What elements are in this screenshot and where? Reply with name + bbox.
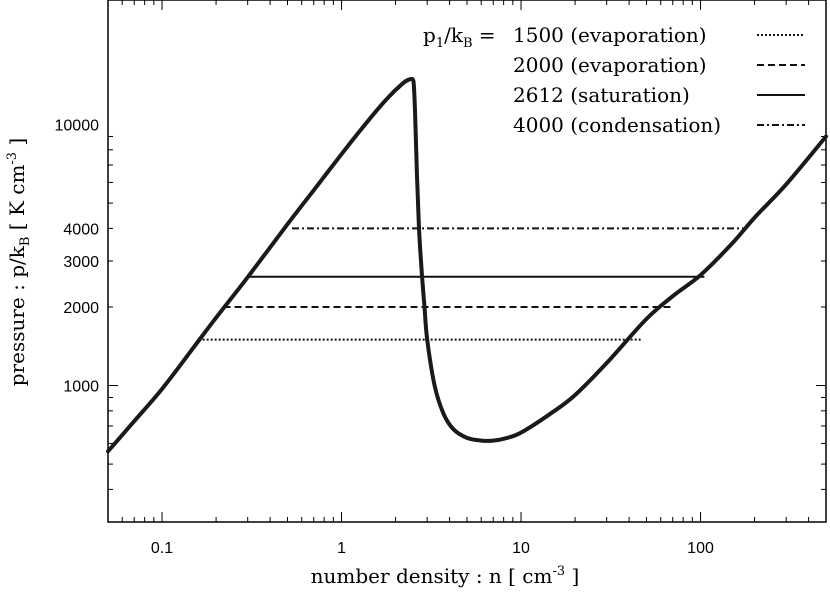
- y-tick-label: 4000: [63, 221, 99, 238]
- legend-entries: 1500 (evaporation) 2000 (evaporation) 2612…: [513, 23, 805, 137]
- x-axis-title: number density : n [ cm-3 ]: [311, 564, 580, 588]
- y-tick-label: 2000: [63, 300, 99, 317]
- y-tick-label: 10000: [55, 118, 100, 135]
- x-tick-label: 100: [687, 540, 714, 557]
- legend-entry-label: 2000 (evaporation): [513, 53, 707, 77]
- x-tick-label: 1: [337, 540, 346, 557]
- legend-entry-label: 4000 (condensation): [513, 113, 721, 137]
- x-tick-label: 0.1: [151, 540, 173, 557]
- equilibrium-curve: [106, 76, 828, 454]
- plot-frame: [107, 0, 827, 523]
- y-tick-label: 3000: [63, 254, 99, 271]
- y-tick-label: 1000: [63, 379, 99, 396]
- axis-ticks: [107, 0, 827, 523]
- axis-tick-labels: 0.1 1 10 100 1000 2000 3000 4000 10000: [55, 118, 714, 557]
- legend: p1/kB = 1500 (evaporation) 2000 (evaporat…: [423, 23, 805, 137]
- y-axis-title: pressure : p/kB [ K cm-3 ]: [5, 138, 33, 387]
- legend-entry-label: 1500 (evaporation): [513, 23, 707, 47]
- x-tick-label: 10: [512, 540, 530, 557]
- legend-entry-label: 2612 (saturation): [513, 83, 690, 107]
- isobar-lines: [198, 227, 747, 341]
- legend-title: p1/kB =: [423, 23, 496, 51]
